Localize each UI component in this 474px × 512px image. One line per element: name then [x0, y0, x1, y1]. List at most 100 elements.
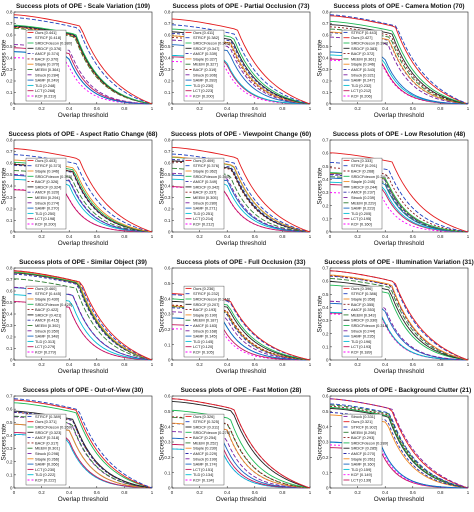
y-tick-label: 0.8 — [164, 10, 171, 15]
success-plot-panel: Success plots of OPE - Scale Variation (… — [0, 0, 158, 128]
x-tick-label: 0.6 — [410, 234, 417, 239]
y-tick-label: 0.6 — [322, 151, 329, 156]
legend-entry: MEEM [0.392] — [35, 323, 60, 328]
y-tick-label: 0.2 — [322, 79, 329, 84]
legend-entry: SRDCFdecon [0.335] — [35, 174, 72, 179]
legend-entry: SRDCF [0.330] — [351, 318, 377, 323]
x-tick-label: 0.8 — [437, 106, 444, 111]
legend-entry: Ours [0.326] — [193, 414, 214, 419]
success-plot-panel: Success plots of OPE - Camera Motion (70… — [316, 0, 474, 128]
y-tick-label: 0.4 — [322, 177, 329, 182]
y-tick-label: 0 — [168, 358, 171, 363]
legend-box — [341, 29, 383, 102]
series-curve-ours — [13, 399, 153, 489]
legend-entry: Staple [0.346] — [351, 62, 375, 67]
chart-title: Success plots of OPE - Similar Object (3… — [19, 259, 147, 266]
x-tick-label: 0.6 — [252, 234, 259, 239]
y-tick-label: 0.3 — [164, 67, 171, 72]
y-tick-label: 0.8 — [6, 138, 13, 143]
legend-entry: SAMF [0.270] — [35, 206, 59, 211]
x-tick-label: 1 — [467, 362, 470, 367]
x-tick-label: 1 — [309, 490, 312, 495]
legend-entry: Staple [0.370] — [35, 62, 59, 67]
legend: Ours [0.411]STRCF [0.382]SRDCFdecon [0.3… — [183, 29, 230, 102]
legend-entry: LCT [0.279] — [35, 344, 55, 349]
legend-entry: Staple [0.245] — [351, 179, 375, 184]
y-tick-label: 0.4 — [6, 184, 13, 189]
y-tick-label: 0.2 — [322, 455, 329, 460]
chart-title: Success plots of OPE - Full Occlusion (3… — [177, 259, 306, 266]
y-axis-label: Success rate — [1, 167, 8, 204]
legend-entry: SRDCF [0.347] — [193, 46, 219, 51]
x-tick-label: 0 — [329, 106, 332, 111]
legend-box — [183, 157, 225, 230]
y-tick-label: 0.1 — [6, 346, 13, 351]
legend-entry: SAMF [0.249] — [35, 78, 59, 83]
legend-entry: KCF [0.206] — [351, 94, 372, 99]
x-tick-label: 0 — [13, 490, 16, 495]
x-axis-label: Overlap threshold — [374, 240, 425, 247]
success-plot-panel: Success plots of OPE - Aspect Ratio Chan… — [0, 128, 158, 256]
legend-entry: LCT [0.120] — [193, 344, 213, 349]
legend-entry: Ours [0.371] — [35, 419, 56, 424]
x-tick-label: 0.8 — [437, 362, 444, 367]
x-tick-label: 0.2 — [355, 106, 362, 111]
y-tick-label: 0.6 — [6, 407, 13, 412]
y-tick-label: 0.5 — [322, 292, 329, 297]
legend-entry: BACF [0.319] — [193, 67, 216, 72]
y-tick-label: 0 — [326, 486, 329, 491]
x-tick-label: 0.2 — [355, 234, 362, 239]
legend-entry: STRCF [0.376] — [193, 163, 219, 168]
legend-entry: Ours [0.333] — [351, 158, 372, 163]
y-tick-label: 0 — [326, 358, 329, 363]
legend-box — [25, 29, 67, 102]
legend: STRCF [0.389]Ours [0.371]SRDCFdecon [0.3… — [25, 413, 72, 486]
x-axis-label: Overlap threshold — [374, 112, 425, 119]
x-tick-label: 0.8 — [121, 490, 128, 495]
legend-entry: MEEM [0.298] — [351, 430, 376, 435]
x-tick-label: 0 — [13, 362, 16, 367]
y-tick-label: 0.8 — [6, 266, 13, 271]
x-axis-label: Overlap threshold — [216, 112, 267, 119]
legend-entry: STRCF [0.232] — [193, 291, 219, 296]
x-tick-label: 0.4 — [66, 234, 73, 239]
legend-entry: AMCF [0.237] — [351, 190, 375, 195]
x-tick-label: 0 — [13, 106, 16, 111]
y-tick-label: 0 — [168, 230, 171, 235]
x-tick-label: 1 — [151, 106, 154, 111]
y-tick-label: 0.2 — [164, 455, 171, 460]
legend-entry: Struck [0.274] — [35, 200, 59, 205]
legend-entry: Ours [0.403] — [35, 158, 56, 163]
y-tick-label: 0.7 — [322, 21, 329, 26]
y-tick-label: 0.4 — [6, 56, 13, 61]
success-plot-svg: Success plots of OPE - Aspect Ratio Chan… — [1, 131, 158, 247]
y-tick-label: 0.3 — [322, 440, 329, 445]
x-tick-label: 0 — [329, 234, 332, 239]
success-plot-svg: Success plots of OPE - Background Clutte… — [317, 387, 472, 503]
legend-entry: SRDCF [0.311] — [193, 425, 219, 430]
success-plot-svg: Success plots of OPE - Camera Motion (70… — [317, 3, 470, 119]
series-curve-struck — [13, 286, 153, 361]
success-plot-panel: Success plots of OPE - Fast Motion (28) 0… — [158, 384, 316, 512]
series-curve-amcf — [13, 273, 153, 361]
series-curve-bacf — [329, 26, 469, 105]
y-tick-label: 0.5 — [164, 44, 171, 49]
legend-entry: Staple [0.430] — [35, 297, 59, 302]
legend-entry: MEEM [0.327] — [193, 62, 218, 67]
y-tick-label: 0.1 — [322, 344, 329, 349]
series-curve-bacf — [171, 304, 311, 361]
legend-entry: STRCF [0.302] — [351, 425, 377, 430]
legend-entry: MEEM [0.301] — [35, 446, 60, 451]
legend-entry: AMCF [0.318] — [35, 435, 59, 440]
legend-box — [25, 413, 67, 486]
y-tick-label: 0.6 — [164, 394, 171, 399]
legend-entry: TLD [0.313] — [35, 339, 55, 344]
legend-entry: SAMF [0.247] — [351, 78, 375, 83]
legend: Ours [0.236]STRCF [0.232]SRDCFdecon [0.2… — [183, 286, 230, 358]
y-axis-label: Success rate — [159, 295, 166, 332]
y-tick-label: 0.3 — [322, 190, 329, 195]
y-tick-label: 0.6 — [6, 289, 13, 294]
y-axis-label: Success rate — [317, 167, 324, 204]
y-tick-label: 0.6 — [164, 161, 171, 166]
